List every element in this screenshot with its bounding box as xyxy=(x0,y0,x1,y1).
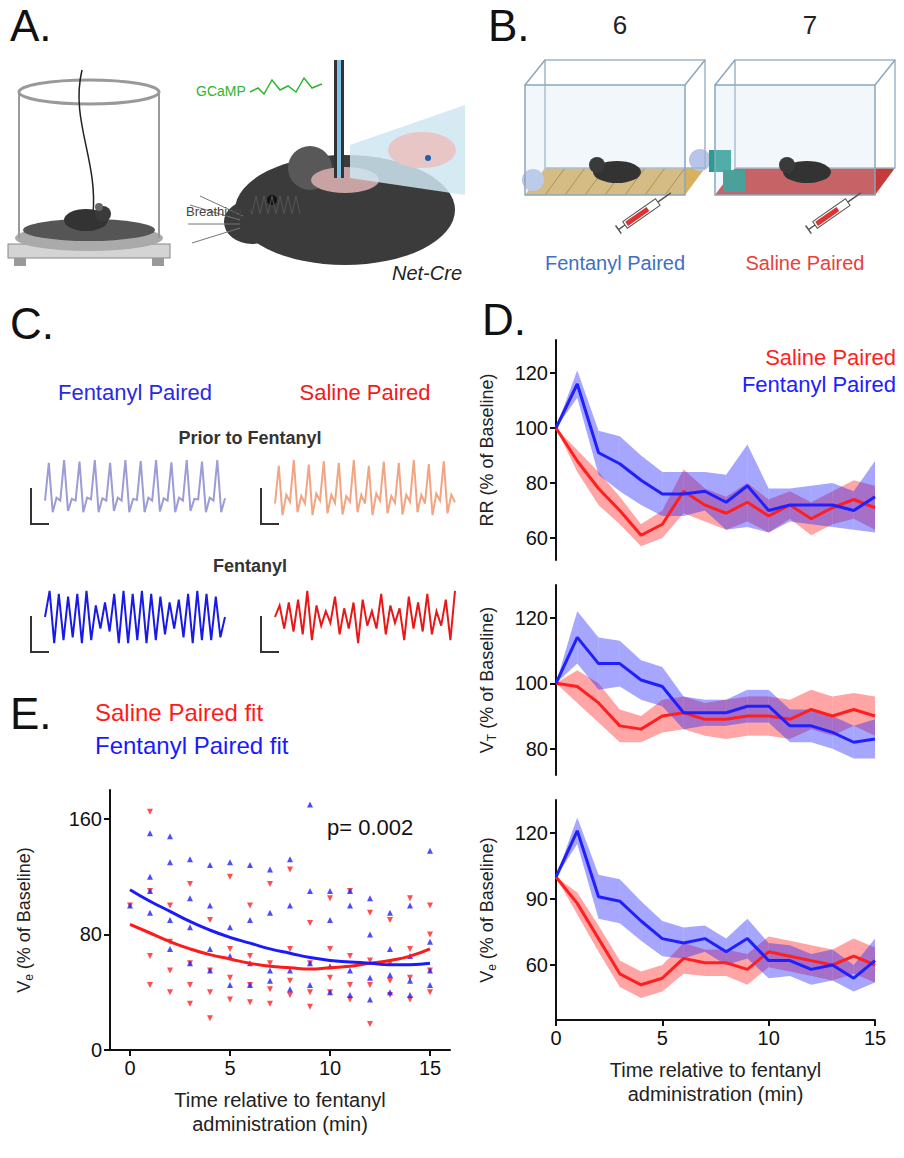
svg-text:Time relative to fentanyl: Time relative to fentanyl xyxy=(174,1089,386,1111)
svg-text:100: 100 xyxy=(515,417,548,439)
svg-text:160: 160 xyxy=(69,808,102,830)
svg-text:Prior to Fentanyl: Prior to Fentanyl xyxy=(178,428,321,448)
svg-text:(% of Baseline): (% of Baseline) xyxy=(477,837,497,964)
svg-text:p= 0.002: p= 0.002 xyxy=(327,815,413,840)
svg-text:V: V xyxy=(477,971,497,983)
svg-text:V: V xyxy=(14,981,34,993)
svg-text:Saline Paired: Saline Paired xyxy=(765,345,896,370)
svg-text:(% of Baseline): (% of Baseline) xyxy=(477,607,497,734)
svg-text:15: 15 xyxy=(419,1057,441,1079)
svg-text:e: e xyxy=(22,974,36,981)
svg-text:120: 120 xyxy=(515,822,548,844)
svg-text:120: 120 xyxy=(515,607,548,629)
svg-text:(% of Baseline): (% of Baseline) xyxy=(14,847,34,974)
svg-text:GCaMP: GCaMP xyxy=(196,83,246,99)
svg-text:6: 6 xyxy=(613,10,627,40)
html-text:C.: C. xyxy=(10,299,54,348)
html-text:A.: A. xyxy=(10,1,52,50)
svg-text:80: 80 xyxy=(526,472,548,494)
svg-text:90: 90 xyxy=(526,888,548,910)
svg-text:V: V xyxy=(477,741,497,753)
svg-text:80: 80 xyxy=(80,923,102,945)
svg-text:Fentanyl: Fentanyl xyxy=(213,556,287,576)
svg-text:Saline Paired: Saline Paired xyxy=(300,380,431,405)
html-text:D.: D. xyxy=(482,295,526,344)
svg-text:7: 7 xyxy=(803,10,817,40)
svg-text:Time relative to fentanyl: Time relative to fentanyl xyxy=(610,1059,822,1081)
svg-text:administration (min): administration (min) xyxy=(192,1113,368,1135)
svg-text:100: 100 xyxy=(515,672,548,694)
svg-text:0: 0 xyxy=(91,1039,102,1061)
html-text:B.: B. xyxy=(488,1,530,50)
svg-text:5: 5 xyxy=(657,1027,668,1049)
svg-text:Fentanyl Paired: Fentanyl Paired xyxy=(742,372,896,397)
svg-text:60: 60 xyxy=(526,954,548,976)
svg-text:Net-Cre: Net-Cre xyxy=(392,262,462,284)
svg-text:RR (% of Baseline): RR (% of Baseline) xyxy=(477,373,497,526)
svg-text:10: 10 xyxy=(319,1057,341,1079)
svg-text:Saline Paired fit: Saline Paired fit xyxy=(95,699,263,726)
svg-text:T: T xyxy=(485,733,499,742)
svg-text:120: 120 xyxy=(515,362,548,384)
svg-text:0: 0 xyxy=(124,1057,135,1079)
svg-text:15: 15 xyxy=(864,1027,886,1049)
svg-text:administration (min): administration (min) xyxy=(628,1083,804,1105)
svg-text:Saline Paired: Saline Paired xyxy=(746,252,865,274)
svg-text:80: 80 xyxy=(526,738,548,760)
svg-text:Fentanyl Paired: Fentanyl Paired xyxy=(58,380,212,405)
svg-text:10: 10 xyxy=(758,1027,780,1049)
svg-text:Fentanyl Paired fit: Fentanyl Paired fit xyxy=(95,732,289,759)
svg-text:Breathing: Breathing xyxy=(186,204,242,219)
svg-text:5: 5 xyxy=(224,1057,235,1079)
svg-text:e: e xyxy=(485,964,499,971)
html-text:E.: E. xyxy=(10,689,52,738)
svg-text:60: 60 xyxy=(526,527,548,549)
svg-text:0: 0 xyxy=(550,1027,561,1049)
svg-text:Fentanyl Paired: Fentanyl Paired xyxy=(545,252,685,274)
